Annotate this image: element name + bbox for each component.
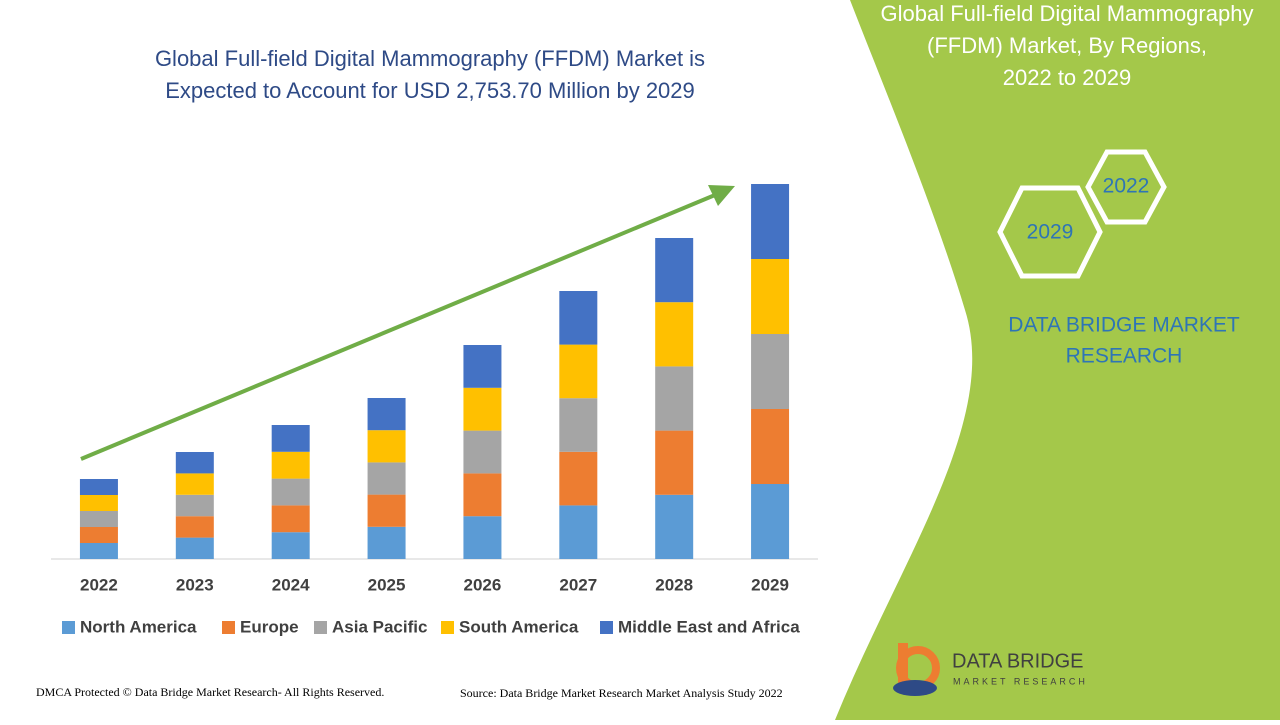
bar-segment [175,537,214,559]
x-tick-label: 2024 [272,575,310,594]
bar-segment [79,527,118,543]
bar-segment [271,505,310,533]
x-tick-label: 2022 [80,575,118,594]
bar-segment [559,398,598,452]
legend-label: Asia Pacific [332,617,427,636]
legend-swatch [600,621,613,634]
bar-segment [175,452,214,474]
bar-segment [655,494,694,559]
hexagon [1085,149,1167,225]
bar-segment [751,184,790,259]
bar-segment [559,451,598,506]
bar-segment [367,430,406,463]
legend-label: South America [459,617,579,636]
chart-title: Expected to Account for USD 2,753.70 Mil… [165,78,695,103]
bar-segment [367,398,406,431]
bar-segment [463,345,502,388]
bar-segment [559,505,598,559]
bar-segment [367,462,406,495]
bar-segment [271,532,310,559]
hex-label: 2029 [1027,221,1074,244]
bar-segment [463,387,502,431]
bar-segment [271,425,310,452]
bar-segment [751,484,790,559]
panel-title: (FFDM) Market, By Regions, [927,33,1207,58]
x-tick-label: 2027 [559,575,597,594]
x-tick-label: 2029 [751,575,789,594]
hexagon [997,185,1103,279]
bar-segment [271,478,310,506]
trend-arrow [80,185,735,461]
panel-title: Global Full-field Digital Mammography [881,1,1254,26]
bar-segment [559,344,598,399]
bar-segment [271,451,310,479]
brand-text: RESEARCH [1066,345,1183,368]
chart-title: Global Full-field Digital Mammography (F… [155,46,705,71]
bar-segment [79,495,118,511]
logo-text: DATA BRIDGE [952,650,1084,672]
bar-segment [655,366,694,431]
bar-segment [751,334,790,409]
bar-segment [175,473,214,495]
x-tick-label: 2023 [176,575,214,594]
bar-segment [655,238,694,303]
bar-segment [463,473,502,517]
hex-label: 2022 [1103,175,1150,198]
bar-segment [79,511,118,527]
bar-segment [79,479,118,495]
bar-segment [655,430,694,495]
legend-label: Middle East and Africa [618,617,800,636]
bar-segment [175,516,214,538]
bar-segment [751,409,790,484]
x-tick-label: 2025 [368,575,406,594]
legend-swatch [62,621,75,634]
bar-segment [463,430,502,474]
footer-right: Source: Data Bridge Market Research Mark… [460,686,783,700]
legend-label: North America [80,617,197,636]
green-panel [835,0,1280,720]
bar-segment [79,543,118,559]
panel-title: 2022 to 2029 [1003,65,1131,90]
bar-segment [463,516,502,559]
logo-subtext: MARKET RESEARCH [953,676,1088,686]
legend-swatch [441,621,454,634]
x-tick-label: 2028 [655,575,693,594]
footer-left: DMCA Protected © Data Bridge Market Rese… [36,685,384,699]
bar-segment [367,494,406,527]
bar-segment [655,302,694,367]
logo [893,643,940,696]
bar-segment [559,291,598,345]
x-tick-label: 2026 [464,575,502,594]
legend-swatch [314,621,327,634]
legend-label: Europe [240,617,299,636]
bar-segment [175,494,214,517]
brand-text: DATA BRIDGE MARKET [1008,314,1240,337]
bar-segment [367,526,406,559]
legend-swatch [222,621,235,634]
bar-segment [751,259,790,334]
